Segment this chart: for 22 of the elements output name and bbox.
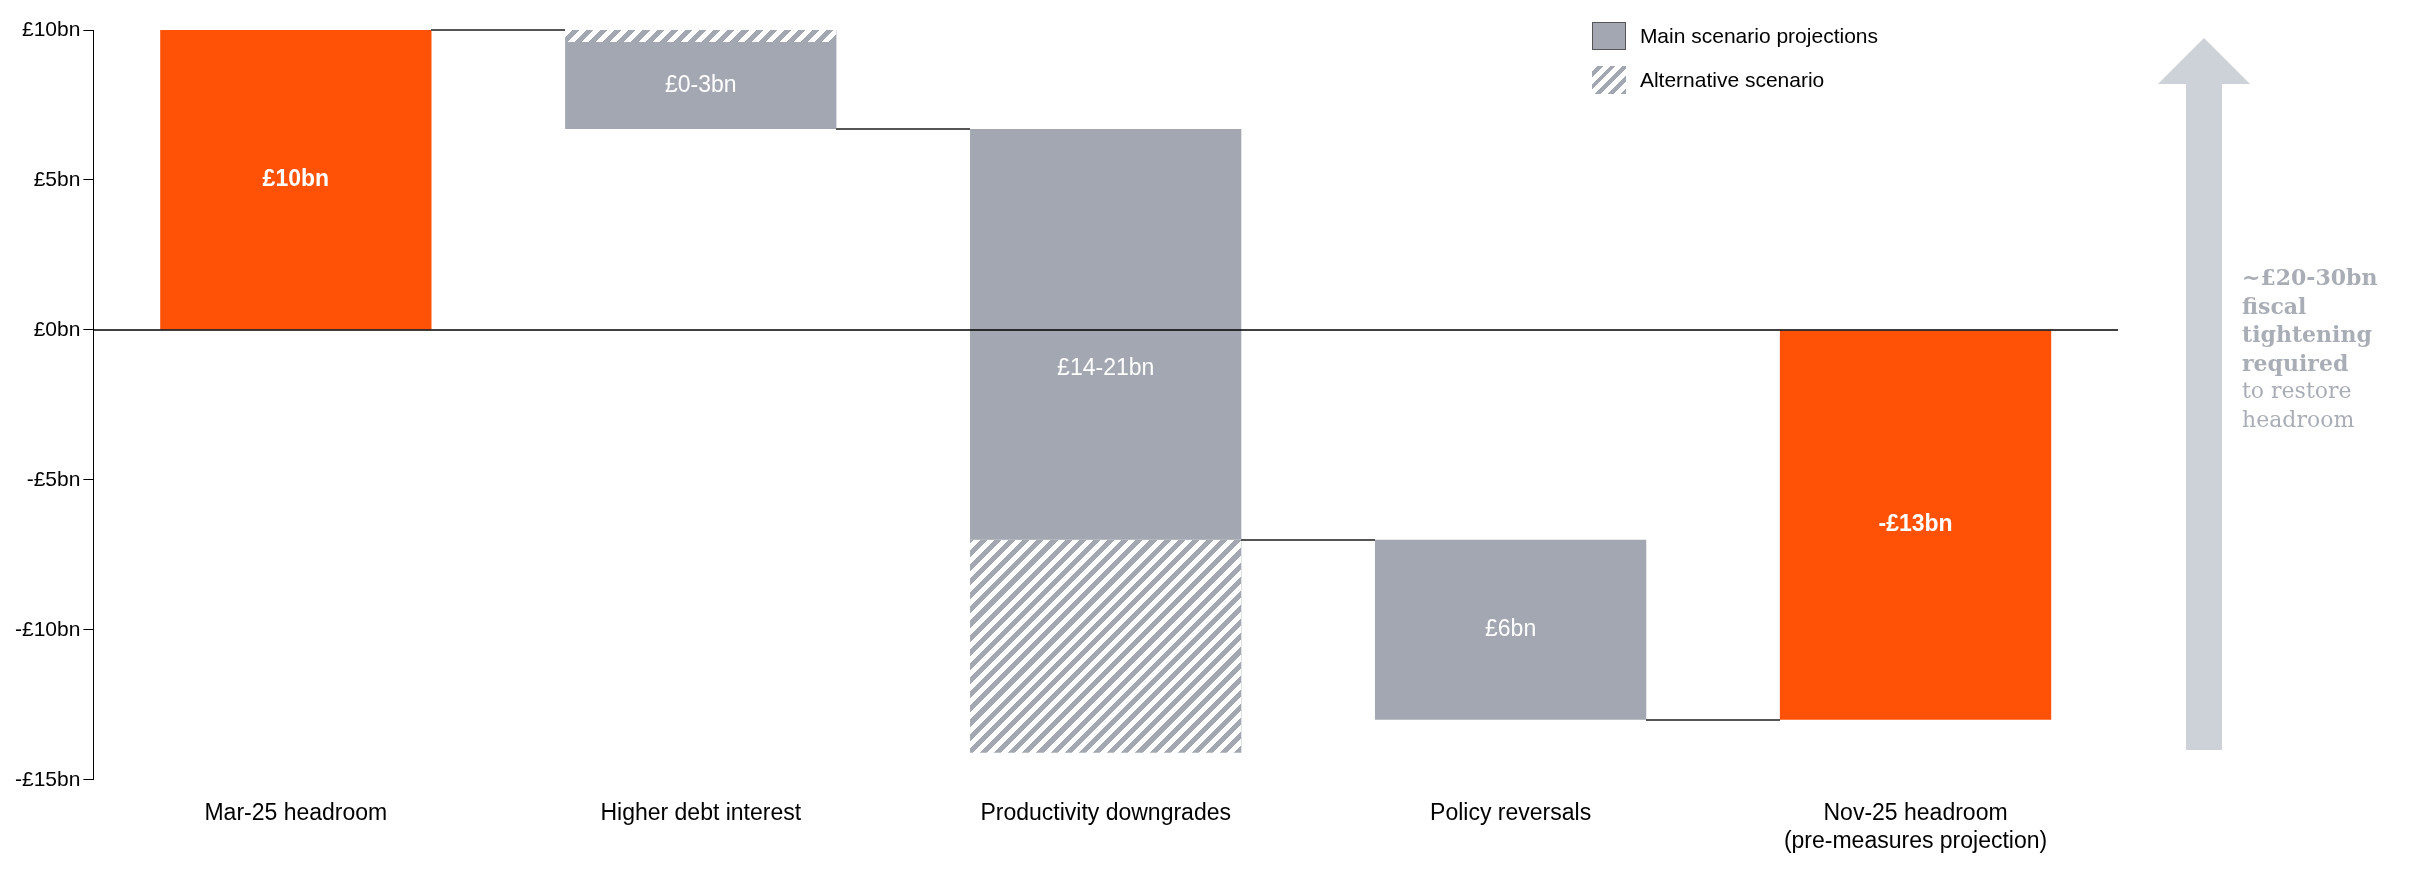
y-tick-label: -£5bn — [26, 466, 81, 490]
data-label: -£13bn — [1878, 510, 1953, 537]
x-tick-label: Higher debt interest — [600, 798, 802, 825]
bar — [1374, 539, 1647, 720]
legend-label: Main scenario projections — [1639, 24, 1878, 48]
data-label: £14-21bn — [1057, 353, 1155, 380]
bar — [160, 30, 432, 330]
data-label: £6bn — [1485, 615, 1537, 642]
bar — [1779, 330, 2052, 720]
y-tick-label: £10bn — [21, 16, 81, 40]
legend-label: Alternative scenario — [1639, 68, 1825, 92]
x-tick-label: Productivity downgrades — [980, 798, 1231, 825]
y-tick-label: £0bn — [33, 316, 81, 340]
x-tick-label: Policy reversals — [1430, 798, 1592, 825]
x-tick-label: Mar-25 headroom — [204, 798, 388, 825]
y-tick-label: £5bn — [33, 166, 81, 190]
y-tick-label: -£15bn — [15, 766, 81, 790]
text: to restore headroom — [2242, 377, 2356, 434]
y-tick-label: -£10bn — [15, 616, 81, 640]
x-tick-label: Nov-25 headroom (pre-measures projection) — [1783, 798, 2048, 853]
data-label: £0-3bn — [664, 70, 737, 97]
data-label: £10bn — [262, 165, 330, 192]
